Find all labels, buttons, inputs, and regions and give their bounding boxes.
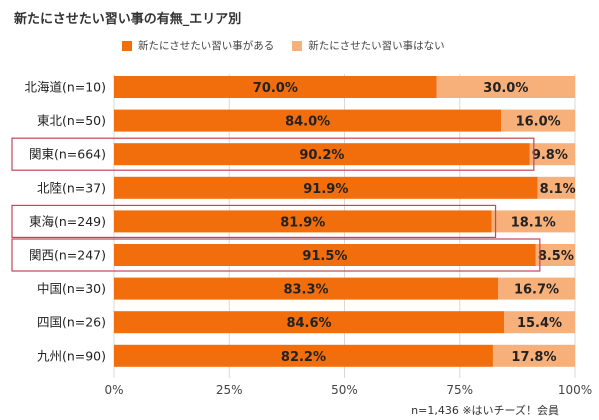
category-label: 北陸(n=37) <box>37 180 106 195</box>
category-label: 東北(n=50) <box>37 113 106 128</box>
x-tick-label: 50% <box>331 383 358 397</box>
category-label: 関西(n=247) <box>29 248 106 263</box>
category-label: 四国(n=26) <box>37 315 106 330</box>
data-label-series-1: 70.0% <box>253 81 298 96</box>
chart-title: 新たにさせたい習い事の有無_エリア別 <box>14 12 242 27</box>
data-label-series-1: 91.5% <box>302 249 347 264</box>
data-label-series-2: 18.1% <box>511 215 556 230</box>
data-label-series-1: 90.2% <box>299 148 344 163</box>
legend-swatch-series-1 <box>122 40 132 51</box>
data-label-series-1: 82.2% <box>281 350 326 365</box>
legend-swatch-series-2 <box>292 40 303 51</box>
data-label-series-1: 84.6% <box>286 316 331 331</box>
data-label-series-1: 84.0% <box>285 115 330 130</box>
legend-label-series-1: 新たにさせたい習い事がある <box>138 40 275 52</box>
x-tick-label: 75% <box>446 383 473 397</box>
bar-series-2 <box>535 244 575 266</box>
data-label-series-2: 15.4% <box>517 316 562 331</box>
data-label-series-2: 16.0% <box>516 115 561 130</box>
legend-item-series-2: 新たにさせたい習い事はない <box>292 38 445 53</box>
bar-series-1 <box>114 244 536 266</box>
bar-series-1 <box>114 311 505 334</box>
legend-item-series-1: 新たにさせたい習い事がある <box>122 38 274 53</box>
data-label-series-2: 30.0% <box>483 81 528 96</box>
highlight-box <box>11 238 541 272</box>
bar-series-1 <box>114 109 502 132</box>
x-tick-label: 25% <box>216 383 243 397</box>
bar-series-2 <box>529 143 575 166</box>
bar-series-1 <box>114 344 493 367</box>
category-label: 東海(n=249) <box>29 214 106 229</box>
data-label-series-2: 9.8% <box>532 148 568 163</box>
data-label-series-1: 83.3% <box>283 283 328 298</box>
category-label: 関東(n=664) <box>29 147 106 162</box>
bar-series-2 <box>501 109 575 132</box>
source-note: n=1,436 ※はいチーズ！会員 <box>411 404 559 417</box>
bar-series-1 <box>114 210 492 233</box>
legend-label-series-2: 新たにさせたい習い事はない <box>308 40 445 52</box>
data-label-series-1: 81.9% <box>280 215 325 230</box>
bar-series-2 <box>498 277 575 300</box>
category-label: 九州(n=90) <box>37 348 106 363</box>
bar-series-1 <box>114 277 499 300</box>
bar-series-1 <box>114 176 538 199</box>
legend: 新たにさせたい習い事がある 新たにさせたい習い事はない <box>122 38 445 53</box>
bar-series-1 <box>114 76 437 98</box>
bar-series-2 <box>436 76 575 98</box>
bar-series-2 <box>491 210 575 233</box>
bar-series-2 <box>537 176 575 199</box>
category-label: 北海道(n=10) <box>24 80 106 95</box>
data-label-series-2: 17.8% <box>511 350 556 365</box>
x-tick-label: 0% <box>104 383 123 397</box>
data-label-series-2: 8.1% <box>540 182 576 197</box>
bar-series-2 <box>504 311 575 334</box>
data-label-series-1: 91.9% <box>303 182 348 197</box>
highlight-box <box>11 204 497 238</box>
highlight-box <box>11 137 535 171</box>
x-tick-label: 100% <box>558 383 592 397</box>
bar-series-2 <box>492 344 575 367</box>
data-label-series-2: 16.7% <box>514 283 559 298</box>
category-label: 中国(n=30) <box>37 281 106 296</box>
bar-series-1 <box>114 143 530 166</box>
data-label-series-2: 8.5% <box>538 249 574 264</box>
